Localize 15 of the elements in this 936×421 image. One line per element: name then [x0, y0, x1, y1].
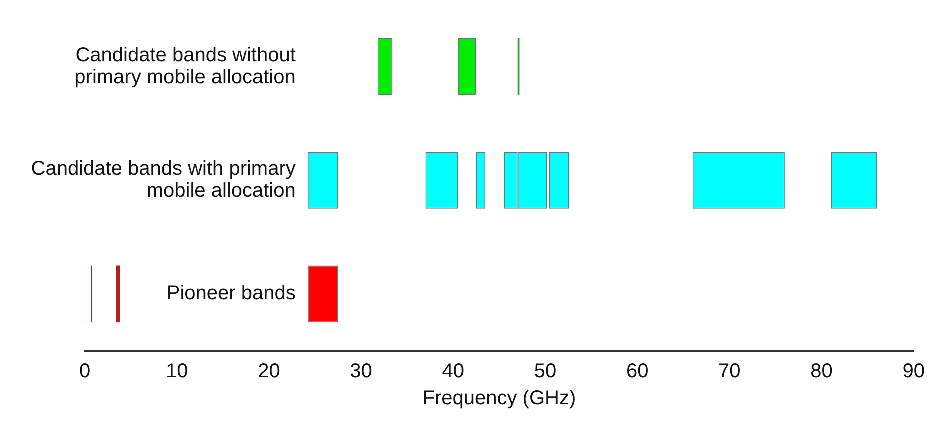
- y-tick-label: Candidate bands without primary mobile allocation: [74, 44, 296, 88]
- y-tick-label: Pioneer bands: [166, 282, 296, 305]
- x-tick-label: 80: [810, 360, 833, 383]
- x-tick-label: 70: [718, 360, 741, 383]
- x-tick-label: 20: [258, 360, 280, 383]
- x-tick-label: 50: [534, 360, 557, 383]
- x-tick-label: 10: [166, 360, 188, 383]
- x-tick-label: 30: [350, 360, 372, 383]
- x-axis-title: Frequency (GHz): [422, 388, 576, 410]
- x-tick-label: 90: [902, 360, 925, 383]
- x-tick-label: 60: [626, 360, 649, 383]
- x-tick-label: 40: [442, 360, 465, 383]
- y-tick-label: Candidate bands with primary mobile allocation: [31, 158, 296, 202]
- bar: [116, 266, 120, 323]
- x-tick-label: 0: [79, 360, 91, 383]
